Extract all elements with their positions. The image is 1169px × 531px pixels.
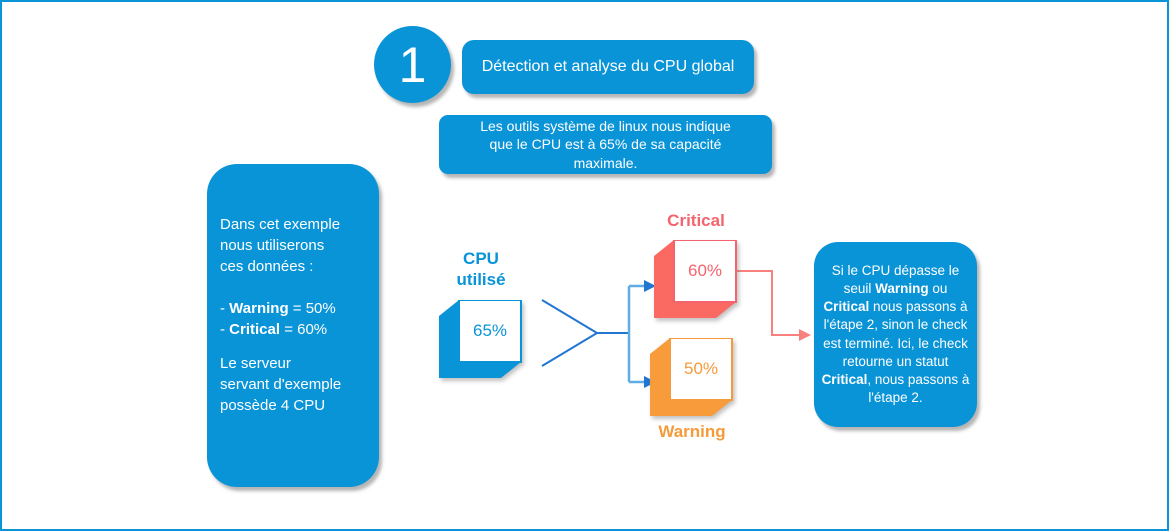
right-note-critical-word: Critical: [821, 371, 868, 387]
subtitle-line: que le CPU est à 65% de sa capacité: [489, 136, 722, 153]
warning-threshold-cube: 50%: [650, 338, 734, 418]
subtitle-box: Les outils système de linux nous indique…: [439, 115, 772, 174]
cpu-used-label: CPU utilisé: [439, 248, 523, 290]
cpu-label-line: CPU: [463, 249, 499, 268]
left-note-thresholds: - Warning = 50% - Critical = 60%: [220, 298, 371, 340]
left-note-outro: Le serveur servant d'exemple possède 4 C…: [220, 353, 371, 416]
left-note-line: nous utiliserons: [220, 237, 325, 254]
left-note-line: Le serveur: [220, 355, 291, 372]
left-note-box: Dans cet exemple nous utiliserons ces do…: [207, 164, 379, 487]
cpu-value-cube: 65%: [439, 300, 523, 380]
subtitle-line: Les outils système de linux nous indique: [480, 118, 731, 135]
cpu-usage-value: 65%: [472, 321, 508, 340]
cube-icon: [654, 240, 737, 318]
left-note-line: ces données :: [220, 258, 314, 275]
fork-upper-line: [541, 299, 598, 334]
right-note-critical-word: Critical: [823, 299, 870, 315]
warning-threshold-item: - Warning = 50%: [220, 298, 371, 319]
bullet: -: [220, 321, 230, 338]
right-note-segment: Si le CPU dépasse le seuil: [831, 262, 960, 296]
left-note-line: servant d'exemple: [220, 376, 342, 393]
bullet: -: [220, 300, 230, 317]
right-note-text: Si le CPU dépasse le seuil Warning ou Cr…: [820, 262, 971, 408]
step-number: 1: [398, 36, 427, 93]
fork-connector: [541, 280, 656, 388]
critical-threshold-value: = 60%: [280, 321, 328, 338]
subtitle-line: maximale.: [573, 154, 638, 171]
cube-icon: [650, 338, 733, 416]
left-note-line: Dans cet exemple: [220, 216, 341, 233]
critical-to-note-connector: [736, 270, 811, 341]
arrow-right-icon: [799, 329, 811, 341]
title-text: Détection et analyse du CPU global: [481, 58, 735, 75]
warning-label: Warning: [658, 422, 726, 441]
left-note-intro: Dans cet exemple nous utiliserons ces do…: [220, 214, 371, 277]
step-badge: 1: [374, 26, 451, 103]
warning-threshold-label: Warning: [229, 300, 289, 317]
title-box: Détection et analyse du CPU global: [462, 40, 754, 94]
left-note-line: possède 4 CPU: [220, 397, 326, 414]
right-note-segment: ou: [928, 280, 948, 296]
right-note-segment: nous passons à l'étape 2, sinon le check…: [823, 299, 968, 369]
critical-threshold-label: Critical: [229, 321, 281, 338]
critical-threshold-cube: 60%: [654, 240, 738, 320]
right-note-box: Si le CPU dépasse le seuil Warning ou Cr…: [814, 242, 977, 427]
critical-value: 60%: [687, 261, 723, 280]
critical-note-elbow-line: [736, 270, 800, 336]
warning-value: 50%: [683, 359, 719, 378]
right-note-warning-word: Warning: [875, 280, 929, 296]
critical-threshold-item: - Critical = 60%: [220, 319, 371, 340]
cube-icon: [439, 300, 522, 378]
warning-threshold-value: = 50%: [288, 300, 336, 317]
cpu-label-line: utilisé: [456, 270, 506, 289]
fork-lower-line: [541, 332, 598, 367]
critical-label: Critical: [667, 211, 725, 230]
right-note-segment: , nous passons à l'étape 2.: [867, 371, 970, 406]
